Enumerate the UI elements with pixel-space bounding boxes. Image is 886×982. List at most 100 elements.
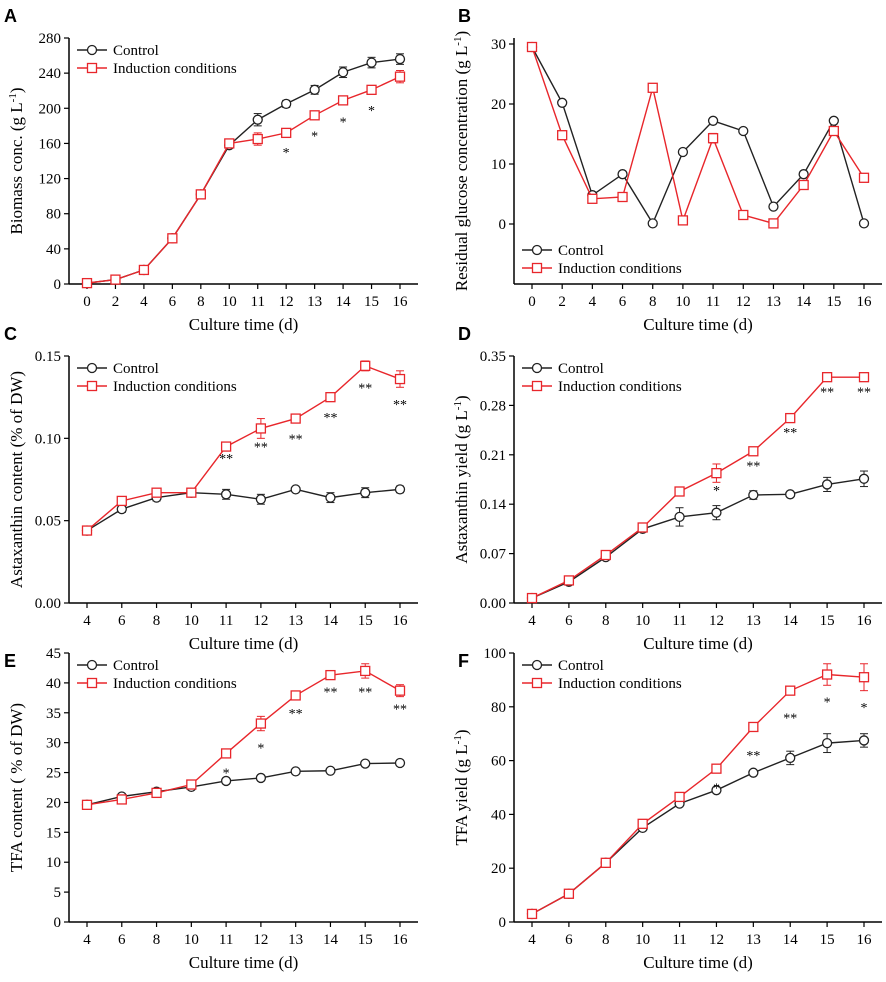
data-point-induction <box>785 685 796 696</box>
data-point-control <box>674 511 685 523</box>
y-tick-label: 0.00 <box>35 596 61 612</box>
y-axis-title-close: ) <box>452 31 471 37</box>
data-point-induction <box>526 41 538 53</box>
data-point-induction <box>360 665 371 677</box>
y-tick-label: 45 <box>46 646 61 662</box>
significance-mark: * <box>824 695 831 710</box>
x-tick-label: 11 <box>672 613 686 629</box>
data-point-induction <box>151 487 162 498</box>
x-tick-label: 2 <box>112 294 120 310</box>
y-tick-label: 10 <box>46 855 61 871</box>
y-tick-label: 100 <box>484 646 507 662</box>
data-point-induction <box>617 191 628 203</box>
data-point-control <box>220 775 232 787</box>
data-point-control <box>711 507 722 518</box>
legend-label-induction: Induction conditions <box>113 379 237 395</box>
x-tick-label: 4 <box>589 294 597 310</box>
data-point-induction <box>116 794 127 805</box>
data-point-control <box>255 772 267 784</box>
x-tick-label: 6 <box>565 932 573 948</box>
series-line-control <box>86 762 401 806</box>
series-line-control <box>531 478 865 599</box>
x-axis-title: Culture time (d) <box>643 634 753 653</box>
x-tick-label: 10 <box>675 294 690 310</box>
y-tick-label: 30 <box>46 736 61 752</box>
x-tick-label: 12 <box>253 932 268 948</box>
data-point-induction <box>674 791 685 803</box>
x-tick-label: 8 <box>602 932 610 948</box>
legend-marker-control <box>531 362 543 374</box>
x-tick-label: 16 <box>857 294 873 310</box>
y-tick-label: 40 <box>46 242 61 258</box>
data-point-induction <box>707 133 719 144</box>
significance-mark: * <box>368 104 375 119</box>
series-line-induction <box>86 670 401 806</box>
data-point-control <box>828 115 839 126</box>
x-tick-label: 10 <box>635 613 650 629</box>
significance-mark: ** <box>746 459 760 474</box>
data-point-control <box>220 489 232 500</box>
legend-marker-induction <box>531 677 543 689</box>
x-tick-label: 11 <box>706 294 720 310</box>
x-tick-label: 14 <box>323 932 339 948</box>
data-point-control <box>647 218 658 229</box>
data-point-control <box>738 125 749 137</box>
x-tick-label: 16 <box>393 932 409 948</box>
x-tick-label: 6 <box>565 613 573 629</box>
data-point-induction <box>711 467 722 479</box>
x-tick-label: 16 <box>857 932 873 948</box>
data-point-control <box>309 84 320 95</box>
y-axis-title-superscript: -1 <box>7 93 19 102</box>
y-tick-label: 25 <box>46 766 61 782</box>
data-point-control <box>785 752 796 764</box>
data-point-control <box>290 484 301 495</box>
x-tick-label: 12 <box>253 613 268 629</box>
data-point-induction <box>587 193 598 204</box>
y-tick-label: 0.15 <box>35 349 61 365</box>
x-tick-label: 14 <box>783 613 799 629</box>
data-point-induction <box>858 372 870 383</box>
y-tick-label: 30 <box>491 37 506 53</box>
x-tick-label: 10 <box>184 932 199 948</box>
significance-mark: * <box>713 782 720 797</box>
data-point-induction <box>563 575 575 586</box>
x-tick-label: 12 <box>279 294 294 310</box>
y-tick-label: 160 <box>39 136 62 152</box>
x-tick-label: 2 <box>558 294 566 310</box>
significance-mark: ** <box>289 707 303 722</box>
data-point-induction <box>325 392 336 403</box>
significance-mark: ** <box>358 381 372 396</box>
x-tick-label: 8 <box>649 294 657 310</box>
x-tick-label: 4 <box>83 613 91 629</box>
data-point-control <box>360 758 371 769</box>
series-line-induction <box>531 46 865 225</box>
x-tick-label: 13 <box>288 932 303 948</box>
data-point-induction <box>637 522 648 533</box>
x-tick-label: 13 <box>746 932 761 948</box>
x-tick-label: 11 <box>672 932 686 948</box>
data-point-control <box>707 115 719 126</box>
y-tick-label: 80 <box>491 700 506 716</box>
data-point-induction <box>858 672 870 683</box>
significance-mark: * <box>713 484 720 499</box>
significance-mark: ** <box>783 712 797 727</box>
panel-e: E 0 5 10 15 20 25 30 35 40 45 4 6 8 10 11 12 13 14 15 16 Cult… <box>4 646 418 972</box>
x-tick-label: 4 <box>528 613 536 629</box>
panel-c: C 0.00 0.05 0.10 0.15 4 6 8 10 11 12 13 14 15 16 Cultur… <box>4 324 418 653</box>
legend-marker-induction <box>86 677 98 689</box>
x-tick-label: 14 <box>796 294 812 310</box>
data-point-induction <box>711 763 722 774</box>
x-tick-label: 14 <box>323 613 339 629</box>
data-point-induction <box>281 127 292 139</box>
legend-label-induction: Induction conditions <box>113 61 237 77</box>
data-point-control <box>325 492 336 503</box>
significance-mark: ** <box>393 398 407 413</box>
y-axis-title: Astaxanthin yield (g L-1) <box>452 395 471 563</box>
y-tick-label: 280 <box>39 31 62 47</box>
x-tick-label: 11 <box>219 932 233 948</box>
data-point-control <box>858 218 870 229</box>
legend-marker-induction <box>86 380 98 392</box>
data-point-induction <box>647 82 658 93</box>
legend-marker-control <box>531 659 543 671</box>
x-tick-label: 15 <box>364 294 379 310</box>
